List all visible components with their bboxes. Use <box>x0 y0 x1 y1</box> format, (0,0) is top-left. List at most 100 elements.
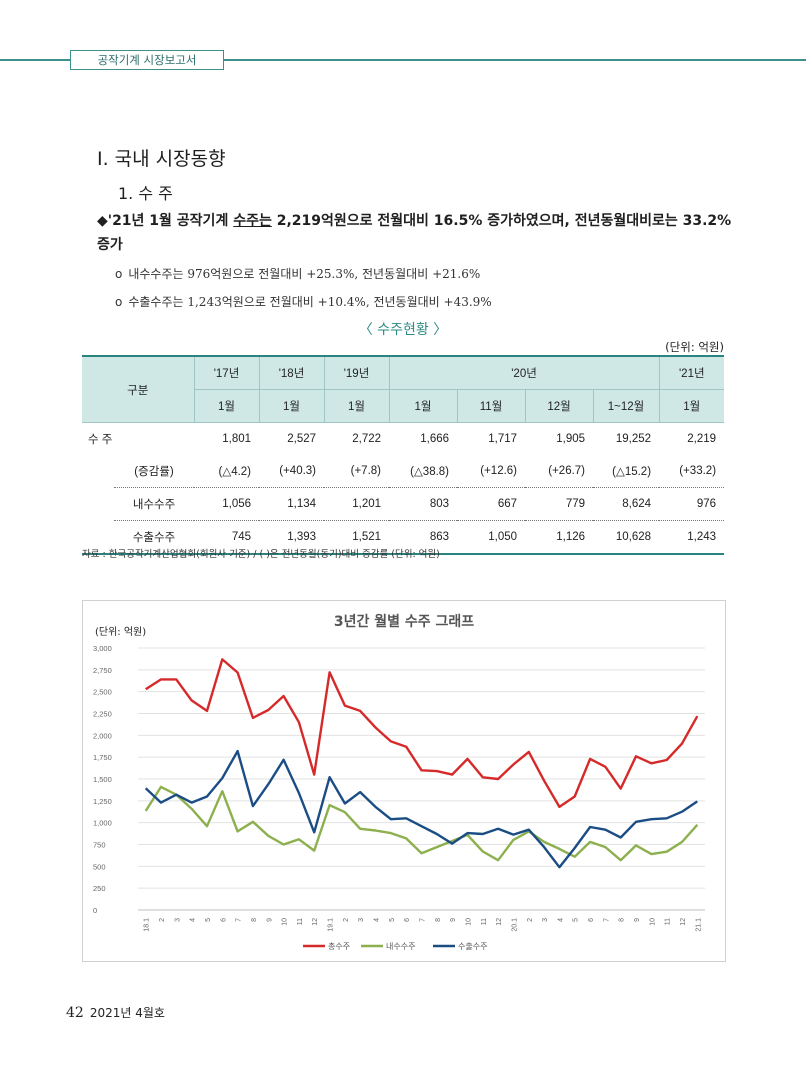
table-cell: (+40.3) <box>259 455 325 488</box>
x-tick-label: 21.1 <box>695 918 702 932</box>
table-cell: (△38.8) <box>389 455 458 488</box>
page-number: 42 <box>66 1005 84 1021</box>
table-cell: 667 <box>457 487 526 521</box>
month-header: 1월 <box>258 389 325 423</box>
y-tick-label: 250 <box>93 884 106 893</box>
circle-bullet-icon: o <box>115 267 123 281</box>
section-header: 공작기계 시장보고서 <box>70 50 224 70</box>
bullet-text: 내수수주는 976억원으로 전월대비 +25.3%, 전년동월대비 +21.6% <box>128 267 481 281</box>
table-cell: 19,252 <box>615 433 652 445</box>
heading-1: Ⅰ. 국내 시장동향 <box>97 148 226 170</box>
table-cell: 1,393 <box>259 520 325 555</box>
table-cell: 803 <box>389 487 458 521</box>
month-header: 12월 <box>524 389 594 423</box>
x-tick-label: 3 <box>542 918 549 922</box>
x-tick-label: 12 <box>680 918 687 926</box>
x-tick-label: 3 <box>358 918 365 922</box>
y-tick-label: 2,750 <box>93 666 112 675</box>
page-footer: 42 2021년 4월호 <box>66 1004 165 1021</box>
table-row: 수 주 1,801 2,527 2,722 1,666 1,717 1,905 … <box>82 423 724 456</box>
table-cell: 1,056 <box>194 487 260 521</box>
line-chart: 3년간 월별 수주 그래프 (단위: 억원) 0 250 500 750 1,000 1,25… <box>93 613 705 951</box>
y-tick-label: 750 <box>93 841 106 850</box>
year-header: '20년 <box>388 356 660 390</box>
lead-text-underlined: 수주는 <box>233 213 272 229</box>
diamond-bullet-icon: ◆ <box>97 213 108 229</box>
issue-label: 2021년 4월호 <box>89 1006 165 1020</box>
year-header: '19년 <box>323 356 390 390</box>
chart-frame: 3년간 월별 수주 그래프 (단위: 억원) 0 250 500 750 1,000 1,25… <box>82 600 726 962</box>
x-tick-label: 6 <box>220 918 227 922</box>
x-tick-label: 4 <box>190 918 197 922</box>
table-cell: 1,801 <box>222 433 252 445</box>
x-tick-label: 10 <box>465 918 472 926</box>
x-tick-label: 5 <box>389 918 396 922</box>
x-tick-label: 10 <box>649 918 656 926</box>
series-line <box>144 785 699 862</box>
x-tick-label: 5 <box>205 918 212 922</box>
year-header: '18년 <box>258 356 325 390</box>
x-tick-label: 4 <box>374 918 381 922</box>
x-tick-label: 9 <box>266 918 273 922</box>
bullet-text: 수출수주는 1,243억원으로 전월대비 +10.4%, 전년동월대비 +43.… <box>128 295 492 309</box>
legend-label: 총수주 <box>328 942 350 951</box>
table-cell: 1,905 <box>556 433 586 445</box>
x-tick-label: 7 <box>603 918 610 922</box>
month-header: 1월 <box>658 389 725 423</box>
y-tick-label: 500 <box>93 862 106 871</box>
x-tick-label: 6 <box>404 918 411 922</box>
table-cell: 1,201 <box>324 487 390 521</box>
legend-label: 수출수주 <box>458 941 487 951</box>
month-header: 11월 <box>456 389 526 423</box>
x-tick-label: 4 <box>557 918 564 922</box>
table-row: 수출수주 745 1,393 1,521 863 1,050 1,126 10,… <box>82 520 725 555</box>
row-label: (증감률) <box>114 455 195 488</box>
table-cell: 1,134 <box>259 487 325 521</box>
table-row: (증감률) (△4.2) (+40.3) (+7.8) (△38.8) (+12… <box>82 455 725 488</box>
table-cell: (+7.8) <box>324 455 390 488</box>
table-cell: 1,717 <box>488 433 518 445</box>
table-cell: 2,722 <box>352 433 382 445</box>
lead-text-1: '21년 1월 공작기계 <box>107 213 234 229</box>
x-tick-label: 20.1 <box>511 918 518 932</box>
table-cell: 1,050 <box>457 520 526 555</box>
x-tick-label: 11 <box>665 918 672 925</box>
legend-label: 내수수주 <box>386 942 415 951</box>
month-header: 1~12월 <box>592 389 660 423</box>
circle-bullet-icon: o <box>115 295 123 309</box>
table-cell: (△15.2) <box>593 455 660 488</box>
table-unit: (단위: 억원) <box>665 340 724 354</box>
table-cell: 1,666 <box>420 433 450 445</box>
x-tick-label: 2 <box>159 918 166 922</box>
table-cell: (+12.6) <box>457 455 526 488</box>
y-tick-label: 2,000 <box>93 731 112 740</box>
table-row: 내수수주 1,056 1,134 1,201 803 667 779 8,624… <box>82 487 725 521</box>
year-header: '17년 <box>193 356 260 390</box>
table-cell: 10,628 <box>593 520 660 555</box>
x-tick-label: 3 <box>174 918 181 922</box>
heading-2: 1. 수 주 <box>118 184 173 203</box>
x-tick-label: 10 <box>282 918 289 926</box>
table-corner: 구분 <box>82 356 195 423</box>
x-tick-label: 11 <box>481 918 488 925</box>
x-tick-label: 2 <box>343 918 350 922</box>
x-tick-label: 7 <box>236 918 243 922</box>
table-cell: (+33.2) <box>659 455 725 488</box>
month-header: 1월 <box>323 389 390 423</box>
table-cell: 976 <box>659 487 725 521</box>
x-tick-label: 12 <box>496 918 503 926</box>
table-cell: 8,624 <box>593 487 660 521</box>
x-tick-label: 12 <box>312 918 319 926</box>
table-cell: 1,243 <box>659 520 725 555</box>
month-header: 1월 <box>388 389 458 423</box>
table-caption: 〈 수주현황 〉 <box>358 322 448 338</box>
table-source: 자료 : 한국공작기계산업협회(회원사 기준) / ( )은 전년동월(동기)대… <box>82 549 440 560</box>
y-tick-label: 2,500 <box>93 688 112 697</box>
x-tick-label: 2 <box>527 918 534 922</box>
x-tick-label: 11 <box>297 918 304 925</box>
series-line <box>144 749 698 869</box>
y-axis-label: (단위: 억원) <box>95 625 146 638</box>
lead-text-2: 2,219억원으로 전월대비 16.5% 증가하였으며, 전년동월대비로는 33… <box>97 213 732 253</box>
x-tick-label: 9 <box>634 918 641 922</box>
x-tick-label: 8 <box>619 918 626 922</box>
